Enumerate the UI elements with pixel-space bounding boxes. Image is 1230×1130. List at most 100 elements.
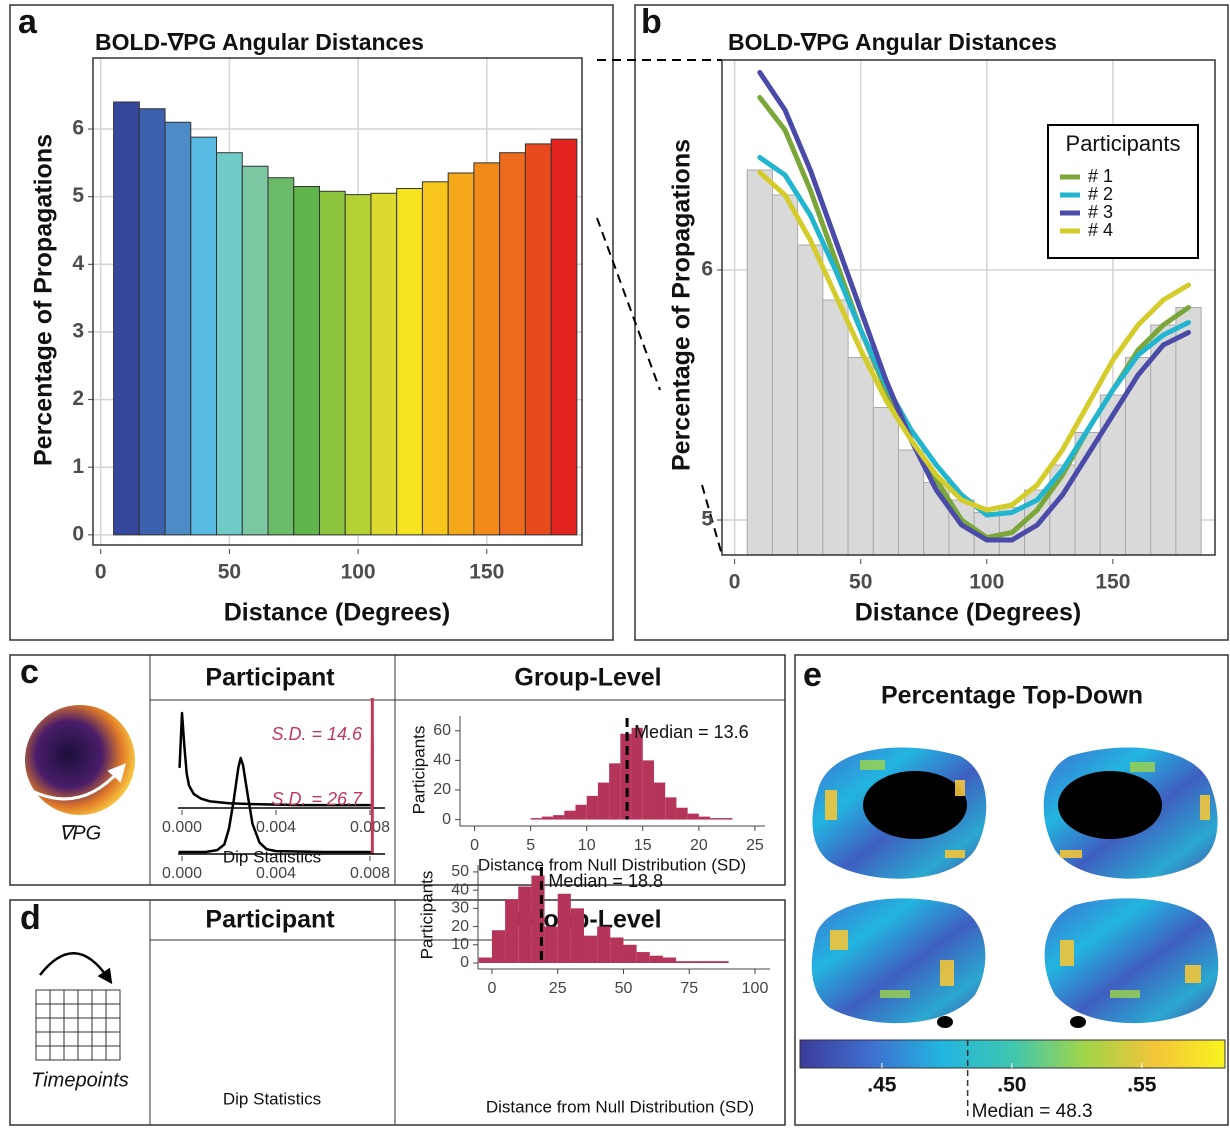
x-tick-label: 0.000 [162, 819, 202, 836]
bar [421, 181, 449, 536]
x-tick-label: 50 [615, 980, 633, 997]
histogram-bar [586, 795, 598, 820]
bar [370, 192, 398, 536]
histogram-bar [570, 908, 585, 963]
x-axis-label: Distance (Degrees) [855, 599, 1081, 627]
x-tick-label: 50 [849, 571, 872, 594]
background-bar [1150, 324, 1177, 556]
bar [499, 152, 526, 536]
y-axis-label: Participants [417, 871, 436, 960]
y-tick-label: 0 [460, 954, 469, 971]
x-axis-label: Distance from Null Distribution (SD) [478, 855, 746, 874]
histogram-bar [610, 937, 624, 963]
x-tick-label: 5 [526, 837, 535, 854]
y-axis-label: Percentage of Propagations [668, 139, 696, 471]
colorbar [799, 1039, 1226, 1069]
column-header: Participant [205, 664, 335, 692]
legend-title: Participants [1066, 131, 1181, 156]
bar [550, 138, 578, 536]
bar [318, 190, 346, 536]
background-bar [771, 194, 799, 556]
y-tick-label: 10 [451, 936, 469, 953]
x-tick-label: .50 [997, 1074, 1026, 1097]
y-tick-label: 30 [451, 900, 469, 917]
bar [447, 172, 475, 536]
y-tick-label: 3 [72, 319, 84, 342]
column-header: Participant [205, 906, 335, 934]
histogram-bar [557, 893, 571, 963]
x-tick-label: 20 [690, 837, 708, 854]
panel-frame [9, 4, 614, 641]
annotation: S.D. = 26.7 [271, 789, 363, 809]
panel-label: a [18, 3, 38, 41]
histogram-bar [715, 961, 729, 963]
panel-frame [9, 654, 786, 886]
x-tick-label: 0.008 [350, 865, 390, 882]
bar [473, 162, 501, 536]
y-tick-label: 20 [451, 918, 469, 935]
y-tick-label: 50 [451, 863, 469, 880]
legend-label: # 2 [1088, 184, 1113, 204]
median-label: Median = 18.8 [548, 871, 663, 891]
x-tick-label: 0 [729, 571, 741, 594]
chart-title: BOLD-∇PG Angular Distances [95, 29, 424, 55]
background-bar [872, 407, 900, 556]
y-tick-label: 40 [451, 881, 469, 898]
bar [113, 101, 140, 536]
x-tick-label: 0 [487, 980, 496, 997]
y-tick-label: 6 [701, 258, 713, 281]
histogram-bar [575, 804, 587, 820]
y-axis-label: Participants [409, 726, 428, 815]
bar [267, 177, 295, 536]
series-line [757, 70, 1191, 543]
y-axis-label: Percentage of Propagations [30, 134, 58, 466]
x-tick-label: 100 [742, 980, 769, 997]
background-bar [822, 299, 849, 556]
bar [396, 188, 423, 536]
y-tick-label: 0 [442, 811, 451, 828]
icon-arrow [29, 763, 126, 801]
histogram-bar [491, 930, 506, 963]
icon-label: Timepoints [31, 1069, 129, 1091]
y-tick-label: 5 [701, 508, 713, 531]
column-header: Group-Level [514, 664, 661, 692]
y-tick-label: 6 [72, 117, 84, 140]
legend-label: # 1 [1088, 166, 1113, 186]
x-tick-label: 25 [746, 837, 764, 854]
y-tick-label: 0 [72, 522, 84, 545]
median-label: Median = 13.6 [634, 722, 749, 742]
x-tick-label: 75 [680, 980, 698, 997]
x-tick-label: 150 [469, 561, 504, 584]
x-tick-label: 0.004 [256, 865, 296, 882]
panel-frame [9, 899, 786, 1126]
histogram-bar [518, 886, 532, 963]
gradient-icon [25, 705, 135, 815]
histogram-bar [676, 807, 688, 820]
histogram-bar [721, 818, 733, 820]
background-bar [1099, 394, 1126, 556]
histogram-bar [687, 813, 699, 820]
x-tick-label: 0 [470, 837, 479, 854]
panel-label: d [20, 899, 41, 937]
background-bar [797, 244, 824, 556]
histogram-bar [689, 961, 703, 963]
y-tick-label: 40 [433, 752, 451, 769]
panel-frame [794, 654, 1229, 1126]
series-line [757, 170, 1191, 513]
series-line [178, 711, 372, 807]
bar [241, 165, 269, 536]
x-axis-label: Distance from Null Distribution (SD) [486, 1097, 754, 1116]
histogram-bar [702, 961, 716, 963]
x-tick-label: 100 [969, 571, 1004, 594]
zoom-line [701, 484, 723, 556]
histogram-bar [676, 961, 690, 963]
histogram-bar [553, 815, 565, 820]
histogram-bar [541, 816, 554, 820]
histogram-bar [478, 957, 492, 963]
zoom-line [596, 217, 661, 391]
histogram-bar [584, 935, 598, 963]
histogram-bar [530, 818, 542, 820]
y-tick-label: 20 [433, 781, 451, 798]
histogram-bar [636, 952, 650, 963]
